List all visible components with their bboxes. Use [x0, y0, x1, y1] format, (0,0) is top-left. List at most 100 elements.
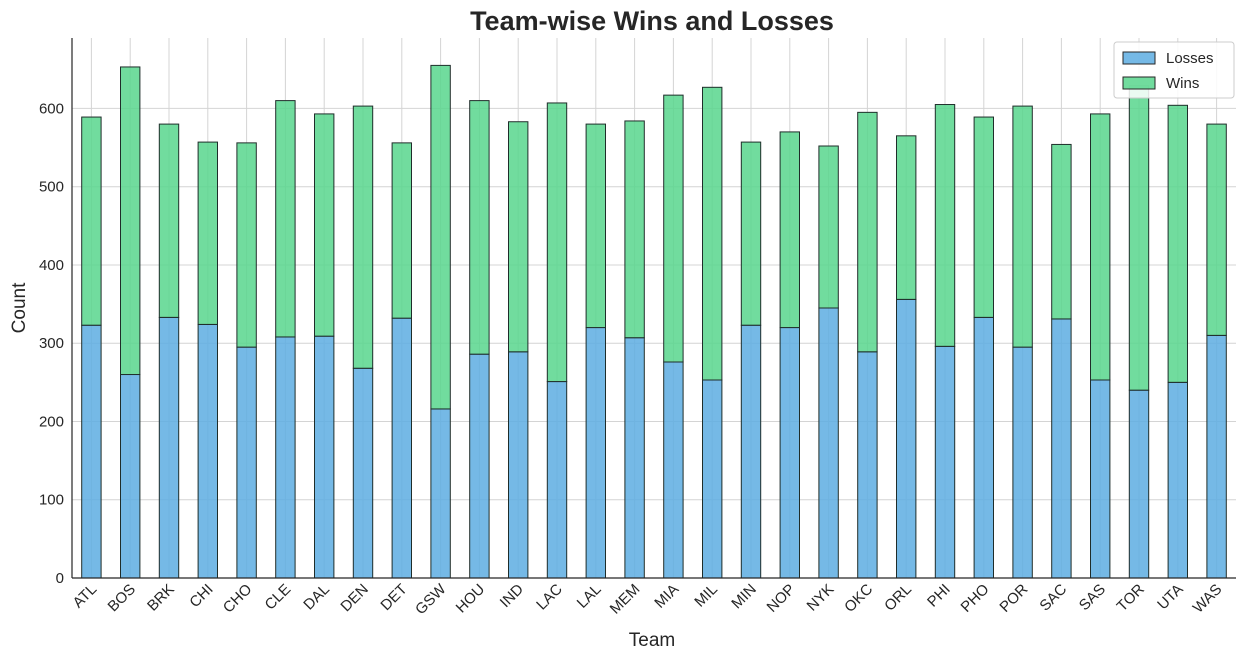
x-tick-label-okc: OKC [841, 581, 876, 616]
bar-wins-hou [469, 100, 490, 355]
bar-wins-okc [857, 111, 878, 353]
legend-label-losses: Losses [1166, 50, 1214, 67]
x-tick-label-hou: HOU [453, 581, 489, 617]
x-tick-label-nop: NOP [764, 581, 799, 616]
bar-losses-sas [1090, 379, 1111, 579]
x-tick-label-orl: ORL [881, 581, 915, 615]
bar-wins-nop [779, 131, 800, 329]
bar-wins-min [740, 141, 762, 326]
x-tick-label-atl: ATL [70, 581, 101, 612]
bar-wins-tor [1128, 85, 1150, 391]
bar-losses-atl [81, 324, 102, 579]
y-tick-labels: 0 100 200 300 400 500 600 [39, 100, 64, 587]
bar-losses-phi [934, 345, 956, 579]
bar-losses-cle [275, 336, 296, 579]
y-tick-label: 400 [39, 257, 64, 274]
bar-losses-uta [1167, 381, 1188, 579]
bar-losses-tor [1128, 389, 1150, 579]
x-tick-label-gsw: GSW [412, 580, 450, 618]
bar-wins-sas [1090, 113, 1111, 381]
x-tick-label-brk: BRK [144, 581, 178, 615]
x-tick-label-was: WAS [1190, 581, 1226, 617]
x-tick-label-det: DET [377, 581, 410, 614]
axes [71, 38, 1236, 579]
bar-losses-mil [702, 379, 723, 579]
bar-wins-cho [236, 142, 257, 348]
x-tick-label-lal: LAL [574, 581, 605, 612]
bar-losses-den [352, 367, 374, 579]
bar-wins-den [352, 105, 374, 369]
y-tick-label: 500 [39, 179, 64, 196]
legend-swatch-losses [1122, 51, 1156, 65]
y-tick-label: 300 [39, 335, 64, 352]
bar-wins-por [1012, 105, 1033, 348]
bar-wins-nyk [818, 145, 839, 309]
bar-wins-dal [314, 113, 335, 337]
x-tick-label-sac: SAC [1036, 581, 1070, 615]
bar-wins-bos [120, 66, 141, 376]
bar-losses-brk [158, 316, 180, 579]
bar-wins-orl [896, 135, 917, 300]
x-tick-label-ind: IND [497, 581, 527, 611]
bar-losses-mem [624, 337, 645, 579]
bar-losses-cho [236, 346, 257, 579]
bar-losses-nyk [818, 307, 839, 579]
x-tick-label-pho: PHO [958, 581, 993, 616]
x-tick-label-mem: MEM [607, 581, 644, 618]
x-tick-label-min: MIN [728, 581, 759, 612]
bar-wins-sac [1051, 143, 1072, 320]
bar-losses-bos [120, 374, 141, 579]
bar-losses-det [391, 317, 413, 579]
bar-losses-dal [314, 335, 335, 579]
bar-losses-gsw [430, 408, 451, 579]
x-tick-label-mil: MIL [691, 581, 721, 611]
bar-losses-hou [469, 353, 490, 579]
y-tick-label: 100 [39, 492, 64, 509]
x-axis-label: Team [629, 630, 675, 651]
bar-wins-mem [624, 120, 645, 339]
x-tick-label-dal: DAL [300, 581, 333, 614]
bar-wins-pho [973, 116, 994, 318]
bar-losses-nop [779, 327, 800, 579]
x-tick-label-bos: BOS [105, 581, 139, 615]
x-tick-label-phi: PHI [924, 581, 954, 611]
bar-losses-okc [857, 351, 878, 579]
bar-losses-orl [896, 298, 917, 579]
legend-label-wins: Wins [1166, 75, 1199, 92]
bar-wins-brk [158, 123, 180, 318]
bar-wins-was [1206, 123, 1227, 336]
legend: Losses Wins [1113, 41, 1235, 99]
bar-wins-phi [934, 104, 956, 347]
legend-swatch-wins [1122, 76, 1156, 90]
y-axis-label: Count [9, 282, 30, 333]
bar-losses-was [1206, 334, 1227, 579]
x-tick-label-chi: CHI [186, 581, 216, 611]
bar-wins-uta [1167, 104, 1188, 383]
bar-losses-lal [585, 327, 606, 579]
bars [81, 64, 1227, 579]
bar-wins-ind [508, 121, 529, 353]
y-tick-label: 600 [39, 100, 64, 117]
bar-wins-mil [702, 86, 723, 381]
x-tick-label-cho: CHO [220, 581, 256, 617]
x-tick-label-tor: TOR [1114, 581, 1148, 615]
bar-losses-lac [546, 381, 568, 579]
x-tick-label-uta: UTA [1154, 581, 1186, 613]
bar-wins-gsw [430, 64, 451, 410]
bar-wins-atl [81, 116, 102, 326]
y-tick-label: 0 [56, 570, 64, 587]
chart-title: Team-wise Wins and Losses [470, 6, 834, 36]
x-tick-label-lac: LAC [533, 581, 566, 614]
bar-wins-chi [197, 141, 219, 325]
bar-wins-det [391, 142, 413, 319]
bar-wins-lal [585, 123, 606, 329]
x-tick-labels: ATL BOS BRK CHI CHO CLE DAL DEN DET GSW HOU IND LAC L… [70, 580, 1226, 618]
bar-wins-lac [546, 102, 568, 383]
y-tick-label: 200 [39, 413, 64, 430]
bar-losses-por [1012, 346, 1033, 579]
x-tick-label-den: DEN [337, 581, 371, 615]
x-tick-label-cle: CLE [262, 581, 295, 614]
bar-losses-sac [1051, 318, 1072, 579]
bar-wins-mia [663, 94, 684, 363]
